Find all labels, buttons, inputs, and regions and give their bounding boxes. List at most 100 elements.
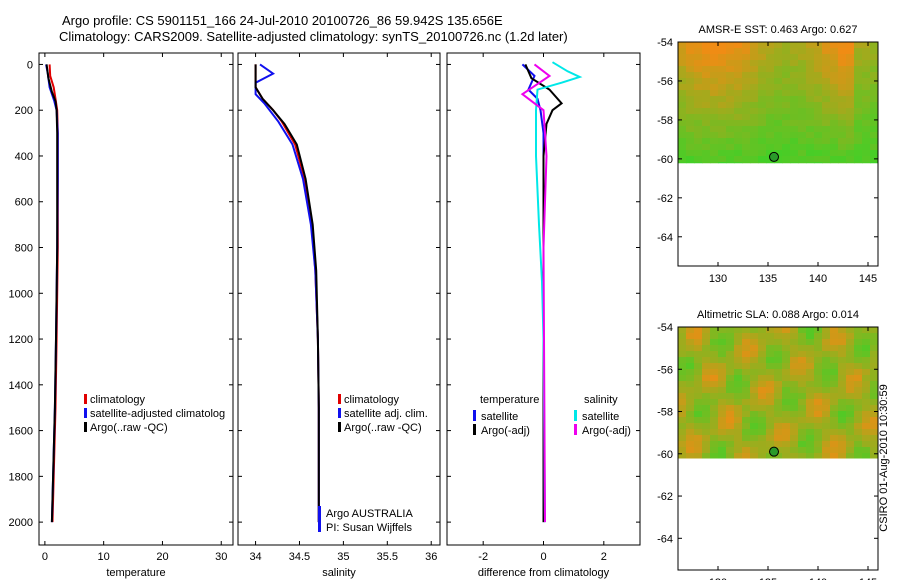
map-cell [798, 357, 807, 364]
map-cell [702, 357, 711, 364]
map-cell [742, 435, 751, 442]
temperature-panel-frame [38, 52, 234, 546]
map-cell [838, 120, 847, 127]
map-cell [726, 96, 735, 103]
map-cell [830, 162, 839, 164]
map-cell [702, 369, 711, 376]
legend-label: climatology [90, 394, 146, 406]
map-cell [822, 429, 831, 436]
map-cell [726, 393, 735, 400]
map-cell [774, 162, 783, 164]
map-cell [798, 411, 807, 418]
map-cell [766, 120, 775, 127]
map-cell [694, 78, 703, 85]
map-cell [854, 333, 863, 340]
map-cell [838, 399, 847, 406]
legend-label: climatology [344, 394, 400, 406]
map-cell [758, 132, 767, 139]
map-cell [798, 78, 807, 85]
map-cell [774, 381, 783, 388]
map-cell [726, 429, 735, 436]
map-cell [750, 96, 759, 103]
map-cell [830, 126, 839, 133]
map-cell [838, 363, 847, 370]
map-cell [766, 441, 775, 448]
x-tick-label: 34 [249, 551, 261, 563]
map-cell [838, 351, 847, 358]
map-cell [758, 411, 767, 418]
map-cell [862, 423, 871, 430]
map-cell [750, 357, 759, 364]
map-cell [766, 90, 775, 97]
map-cell [854, 387, 863, 394]
map-cell [870, 84, 879, 91]
sla-map-title: Altimetric SLA: 0.088 Argo: 0.014 [697, 309, 859, 321]
map-cell [726, 156, 735, 163]
map-cell [742, 387, 751, 394]
map-cell [710, 399, 719, 406]
map-cell [742, 96, 751, 103]
map-cell [854, 84, 863, 91]
map-cell [718, 447, 727, 454]
map-cell [686, 429, 695, 436]
map-cell [806, 453, 815, 459]
map-cell [830, 363, 839, 370]
map-cell [726, 405, 735, 412]
map-cell [718, 66, 727, 73]
map-cell [830, 339, 839, 346]
map-cell [806, 108, 815, 115]
map-cell [718, 393, 727, 400]
map-cell [846, 405, 855, 412]
difference-panel-xlabel: difference from climatology [478, 567, 610, 579]
map-cell [806, 132, 815, 139]
map-cell [806, 60, 815, 67]
map-cell [870, 42, 879, 49]
map-cell [694, 375, 703, 382]
map-cell [750, 339, 759, 346]
map-cell [822, 42, 831, 49]
map-cell [846, 441, 855, 448]
map-cell [678, 114, 687, 121]
map-cell [862, 339, 871, 346]
map-cell [710, 72, 719, 79]
map-cell [814, 156, 823, 163]
map-cell [758, 429, 767, 436]
map-cell [838, 72, 847, 79]
map-cell [798, 363, 807, 370]
map-cell [686, 411, 695, 418]
map-cell [734, 90, 743, 97]
map-cell [838, 441, 847, 448]
map-cell [774, 351, 783, 358]
map-cell [694, 42, 703, 49]
map-cell [798, 114, 807, 121]
map-cell [782, 393, 791, 400]
map-cell [678, 453, 687, 459]
map-cell [710, 453, 719, 459]
map-cell [862, 48, 871, 55]
map-cell [870, 72, 879, 79]
map-cell [862, 363, 871, 370]
map-cell [846, 60, 855, 67]
map-cell [718, 405, 727, 412]
map-cell [822, 102, 831, 109]
map-cell [750, 411, 759, 418]
map-cell [798, 48, 807, 55]
map-cell [838, 60, 847, 67]
map-cell [790, 162, 799, 164]
map-cell [678, 66, 687, 73]
map-cell [854, 429, 863, 436]
map-cell [686, 54, 695, 61]
map-cell [694, 447, 703, 454]
map-cell [782, 132, 791, 139]
map-cell [686, 84, 695, 91]
map-cell [830, 156, 839, 163]
map-cell [782, 120, 791, 127]
map-cell [742, 405, 751, 412]
map-cell [790, 90, 799, 97]
map-cell [766, 54, 775, 61]
map-cell [870, 333, 879, 340]
x-tick-label: 30 [215, 551, 227, 563]
lon-tick-label: 140 [809, 273, 827, 285]
map-cell [822, 375, 831, 382]
